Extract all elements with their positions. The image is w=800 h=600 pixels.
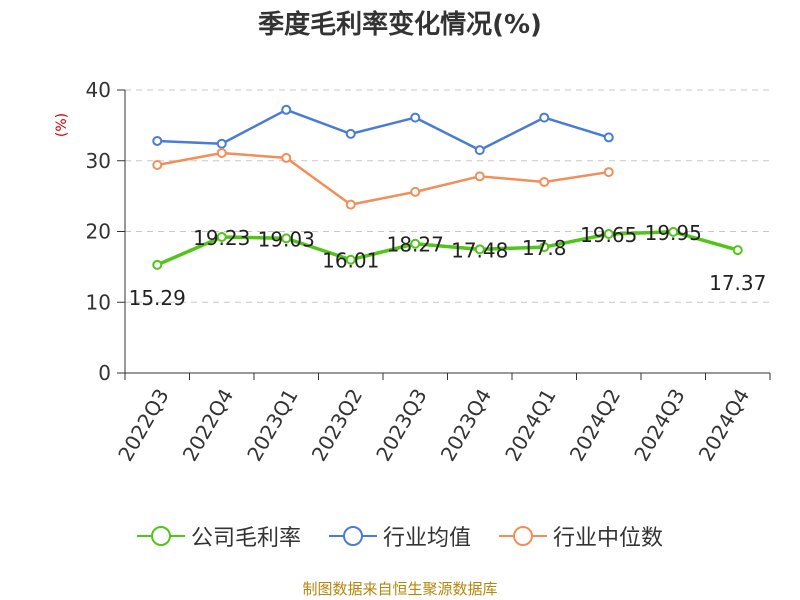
data-point [603,167,614,178]
data-point [474,171,485,182]
series-line [156,230,739,267]
y-tick-label: 30 [86,149,111,173]
data-label: 18.27 [387,233,444,257]
x-tick-label: 2022Q4 [178,385,238,466]
x-tick-label: 2024Q4 [694,385,754,466]
legend-item-industry-median[interactable]: 行业中位数 [499,520,663,552]
legend-symbol-company [136,524,185,548]
data-point [410,112,421,123]
source-note: 制图数据来自恒生聚源数据库 [302,580,498,598]
data-point [603,132,614,143]
series-line [157,108,610,152]
x-tick-label: 2023Q4 [436,385,496,466]
legend-label-company: 公司毛利率 [190,526,301,551]
data-point [152,259,163,270]
x-tick-label: 2024Q2 [565,385,625,466]
data-point [668,226,679,237]
legend: 公司毛利率 行业均值 行业中位数 [0,520,800,552]
data-label: 17.48 [451,238,508,262]
x-tick-label: 2023Q2 [307,385,367,466]
data-point [281,233,292,244]
y-tick-label: 40 [86,78,111,102]
data-point [474,145,485,156]
data-label: 17.8 [522,236,567,260]
data-point [474,244,485,255]
data-point [603,228,614,239]
data-point [216,138,227,149]
data-point [410,186,421,197]
data-point [732,245,743,256]
x-tick-label: 2023Q1 [242,385,302,466]
data-point [281,104,292,115]
data-point [216,147,227,158]
x-tick-label: 2022Q3 [113,385,173,466]
data-label: 15.29 [129,286,186,310]
data-point [539,176,550,187]
data-point [216,231,227,242]
y-tick-label: 0 [98,361,111,385]
data-label: 17.37 [709,271,766,295]
data-label: 19.23 [193,226,250,250]
legend-symbol-industry-median [499,524,547,548]
x-tick-label: 2024Q1 [500,385,560,466]
data-label: 19.03 [258,227,315,251]
legend-label-industry-median: 行业中位数 [553,526,664,551]
data-point [152,159,163,170]
data-point [345,254,356,265]
data-label: 19.95 [645,221,702,245]
data-point [345,199,356,210]
data-point [152,135,163,146]
data-point [539,112,550,123]
y-tick-label: 20 [86,220,111,244]
x-tick-label: 2024Q3 [629,385,689,466]
data-point [410,238,421,249]
y-tick-label: 10 [86,290,111,314]
data-label: 19.65 [580,223,637,247]
data-label: 16.01 [322,249,379,273]
series-line [157,151,609,206]
legend-symbol-industry-mean [328,524,377,548]
data-point [281,152,292,163]
y-axis-label: (%) [54,113,70,137]
legend-item-industry-mean[interactable]: 行业均值 [328,520,471,552]
legend-label-industry-mean: 行业均值 [382,526,471,551]
data-point [539,242,550,253]
data-point [345,128,356,139]
x-tick-label: 2023Q3 [371,385,431,466]
chart-title: 季度毛利率变化情况(%) [258,10,542,40]
legend-item-company[interactable]: 公司毛利率 [136,520,301,552]
